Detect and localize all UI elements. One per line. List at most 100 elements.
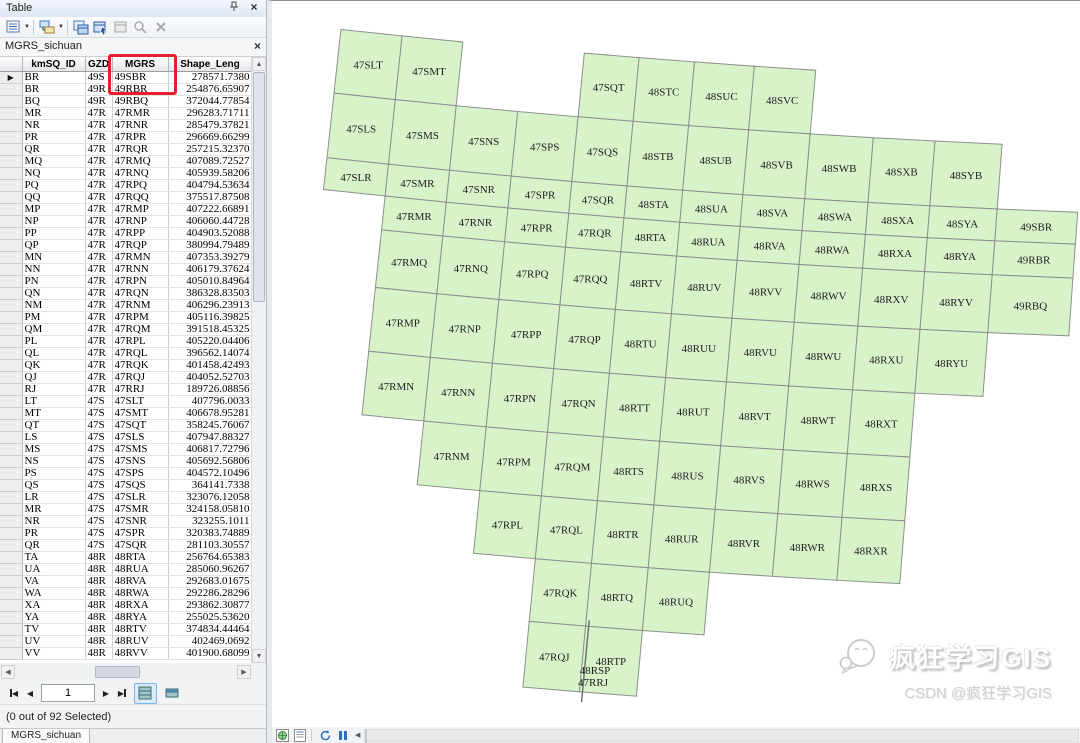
table-cell[interactable]: UV — [22, 635, 86, 648]
table-row[interactable]: VV 48R 48RVV 401900.68099 — [0, 647, 252, 660]
table-cell[interactable]: QQ — [22, 191, 86, 204]
table-titlebar[interactable]: Table × — [0, 0, 266, 18]
table-cell[interactable]: QJ — [22, 371, 86, 384]
table-cell[interactable]: 47R — [85, 179, 113, 192]
table-cell[interactable]: PQ — [22, 179, 86, 192]
table-cell[interactable]: 47SQT — [112, 419, 169, 432]
table-row[interactable]: PM 47R 47RPM 405116.39825 — [0, 311, 252, 324]
table-row[interactable]: TA 48R 48RTA 256764.65383 — [0, 551, 252, 564]
table-cell[interactable]: 47R — [85, 131, 113, 144]
table-cell[interactable]: 47S — [85, 527, 113, 540]
table-row[interactable]: LS 47S 47SLS 407947.88327 — [0, 431, 252, 444]
table-row[interactable]: PR 47S 47SPR 320383.74889 — [0, 527, 252, 540]
table-cell[interactable]: 47R — [85, 335, 113, 348]
table-cell[interactable]: 47R — [85, 191, 113, 204]
table-cell[interactable]: NN — [22, 263, 86, 276]
row-marker[interactable] — [0, 491, 23, 504]
row-marker[interactable] — [0, 587, 23, 600]
table-cell[interactable]: 47RQR — [112, 143, 169, 156]
table-cell[interactable]: 324158.05810 — [168, 503, 252, 516]
close-tab-icon[interactable]: × — [253, 39, 261, 53]
table-horizontal-scrollbar[interactable]: ◀ ▶ — [0, 664, 266, 680]
row-marker[interactable] — [0, 515, 23, 528]
row-marker[interactable] — [0, 203, 23, 216]
table-cell[interactable]: 320383.74889 — [168, 527, 252, 540]
table-cell[interactable]: PS — [22, 467, 86, 480]
table-row[interactable]: WA 48R 48RWA 292286.28296 — [0, 587, 252, 600]
table-cell[interactable]: 47RQM — [112, 323, 169, 336]
table-row[interactable]: MP 47R 47RMP 407222.66891 — [0, 203, 252, 216]
row-marker[interactable] — [0, 551, 23, 564]
table-cell[interactable]: 296669.66299 — [168, 131, 252, 144]
table-cell[interactable]: 293862.30877 — [168, 599, 252, 612]
table-cell[interactable]: 47S — [85, 503, 113, 516]
table-cell[interactable]: 406060.44728 — [168, 215, 252, 228]
table-row[interactable]: QK 47R 47RQK 401458.42493 — [0, 359, 252, 372]
row-marker[interactable] — [0, 83, 23, 96]
table-cell[interactable]: 47RNP — [112, 215, 169, 228]
row-marker[interactable] — [0, 335, 23, 348]
table-cell[interactable]: 285060.96267 — [168, 563, 252, 576]
table-row[interactable]: QR 47R 47RQR 257215.32370 — [0, 143, 252, 156]
table-row[interactable]: VA 48R 48RVA 292683.01675 — [0, 575, 252, 588]
table-cell[interactable]: LR — [22, 491, 86, 504]
table-cell[interactable]: QN — [22, 287, 86, 300]
row-marker[interactable] — [0, 119, 23, 132]
table-cell[interactable]: 47R — [85, 239, 113, 252]
col-header-mgrs[interactable]: MGRS — [112, 57, 169, 72]
table-cell[interactable]: 47SLR — [112, 491, 169, 504]
table-cell[interactable]: TA — [22, 551, 86, 564]
table-cell[interactable]: 47R — [85, 155, 113, 168]
table-row[interactable]: LT 47S 47SLT 407796.0033 — [0, 395, 252, 408]
table-cell[interactable]: 47S — [85, 515, 113, 528]
table-cell[interactable]: 48RVV — [112, 647, 169, 660]
table-cell[interactable]: PP — [22, 227, 86, 240]
row-marker[interactable]: ▶ — [0, 71, 23, 84]
table-cell[interactable]: 47R — [85, 251, 113, 264]
table-row[interactable]: MQ 47R 47RMQ 407089.72527 — [0, 155, 252, 168]
table-cell[interactable]: 296283.71711 — [168, 107, 252, 120]
table-cell[interactable]: 47SPR — [112, 527, 169, 540]
table-cell[interactable]: 407222.66891 — [168, 203, 252, 216]
row-marker[interactable] — [0, 371, 23, 384]
table-cell[interactable]: 396562.14074 — [168, 347, 252, 360]
table-cell[interactable]: 48R — [85, 635, 113, 648]
row-marker[interactable] — [0, 299, 23, 312]
table-cell[interactable]: BR — [22, 83, 86, 96]
table-cell[interactable]: 407947.88327 — [168, 431, 252, 444]
table-cell[interactable]: LT — [22, 395, 86, 408]
table-row[interactable]: MR 47S 47SMR 324158.05810 — [0, 503, 252, 516]
bottom-tab-mgrs-sichuan[interactable]: MGRS_sichuan — [2, 729, 91, 743]
table-cell[interactable]: 47S — [85, 407, 113, 420]
table-cell[interactable]: 47S — [85, 467, 113, 480]
table-cell[interactable]: 406179.37624 — [168, 263, 252, 276]
row-marker[interactable] — [0, 131, 23, 144]
row-marker[interactable] — [0, 263, 23, 276]
horizontal-scroll-thumb[interactable] — [95, 666, 140, 678]
table-cell[interactable]: 374834.44464 — [168, 623, 252, 636]
table-row[interactable]: QR 47S 47SQR 281103.30557 — [0, 539, 252, 552]
table-cell[interactable]: 47R — [85, 371, 113, 384]
table-cell[interactable]: MN — [22, 251, 86, 264]
row-marker[interactable] — [0, 647, 23, 660]
table-cell[interactable]: 48R — [85, 647, 113, 660]
table-cell[interactable]: 47S — [85, 395, 113, 408]
table-cell[interactable]: 375517.87508 — [168, 191, 252, 204]
table-cell[interactable]: 48RTA — [112, 551, 169, 564]
table-cell[interactable]: 47SMS — [112, 443, 169, 456]
close-table-icon[interactable]: × — [250, 0, 258, 14]
row-marker[interactable] — [0, 539, 23, 552]
table-cell[interactable]: QT — [22, 419, 86, 432]
table-cell[interactable]: NP — [22, 215, 86, 228]
row-marker[interactable] — [0, 623, 23, 636]
table-cell[interactable]: 47SQS — [112, 479, 169, 492]
table-cell[interactable]: QP — [22, 239, 86, 252]
table-cell[interactable]: 386328.83503 — [168, 287, 252, 300]
table-cell[interactable]: NM — [22, 299, 86, 312]
table-cell[interactable]: 47R — [85, 359, 113, 372]
map-horizontal-scrollbar[interactable] — [364, 728, 1079, 743]
row-marker[interactable] — [0, 599, 23, 612]
table-cell[interactable]: 405692.56806 — [168, 455, 252, 468]
row-marker[interactable] — [0, 611, 23, 624]
row-marker[interactable] — [0, 311, 23, 324]
